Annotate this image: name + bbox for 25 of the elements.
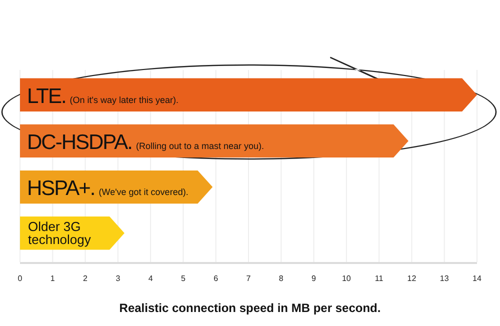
x-axis-title: Realistic connection speed in MB per second. — [119, 301, 381, 315]
x-tick-label: 7 — [246, 274, 252, 283]
x-tick-label: 5 — [180, 274, 186, 283]
y-tick-label: HSPA+. — [27, 177, 95, 200]
x-tick-label: 14 — [472, 274, 482, 283]
annotation: (On it's way later this year). — [70, 94, 179, 105]
x-tick-label: 2 — [83, 274, 88, 283]
x-tick-label: 9 — [312, 274, 317, 283]
annotation: (Rolling out to a mast near you). — [136, 140, 264, 151]
x-tick-label: 6 — [214, 274, 219, 283]
x-tick-label: 8 — [278, 274, 284, 283]
bar — [20, 78, 477, 112]
x-tick-label: 10 — [342, 274, 352, 283]
x-tick-label: 12 — [407, 274, 417, 283]
x-tick-label: 4 — [148, 274, 154, 283]
y-tick-label: Older 3G technology — [28, 219, 92, 248]
annotation: (We've got it covered). — [98, 187, 188, 198]
y-tick-label: DC-HSDPA. — [27, 130, 132, 154]
x-tick-label: 3 — [116, 274, 121, 283]
x-tick-label: 11 — [374, 274, 384, 283]
x-tick-label: 0 — [18, 274, 23, 283]
y-tick-label: LTE. — [27, 84, 66, 108]
bar — [20, 124, 408, 158]
x-tick-label: 1 — [50, 274, 56, 283]
x-tick-label: 13 — [440, 274, 450, 283]
